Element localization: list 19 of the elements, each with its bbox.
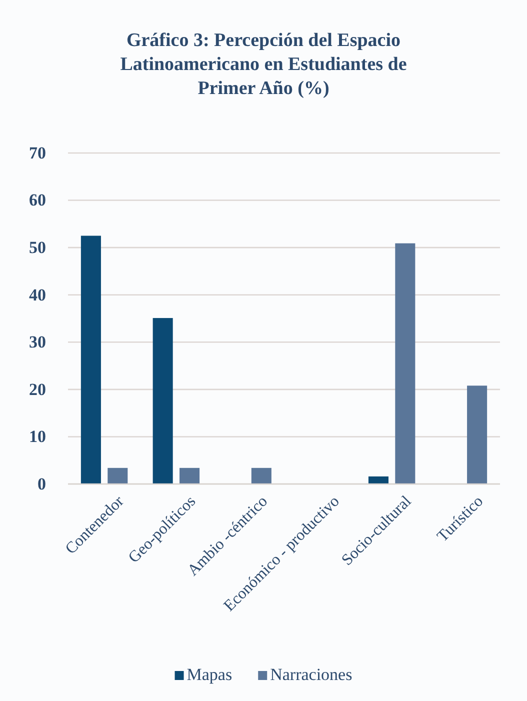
legend-label: Narraciones [270,665,352,684]
y-tick-label: 30 [29,332,46,352]
y-tick-label: 20 [29,380,46,399]
bar [180,468,200,484]
bar [108,468,128,484]
y-tick-label: 50 [29,238,46,258]
y-tick-label: 10 [29,427,46,446]
bar [152,318,173,484]
bar [80,236,101,484]
y-tick-label: 0 [38,474,46,494]
legend-label: Mapas [186,665,232,684]
bar [395,243,416,484]
chart-title: Gráfico 3: Percepción del Espacio Latinoamericano en Estudiantes de Primer Año (%) [120,30,407,99]
bar [251,468,272,484]
bar [467,386,488,484]
y-tick-label: 70 [29,143,46,162]
bar [368,476,388,484]
y-tick-label: 40 [29,285,46,304]
y-tick-label: 60 [29,190,46,210]
